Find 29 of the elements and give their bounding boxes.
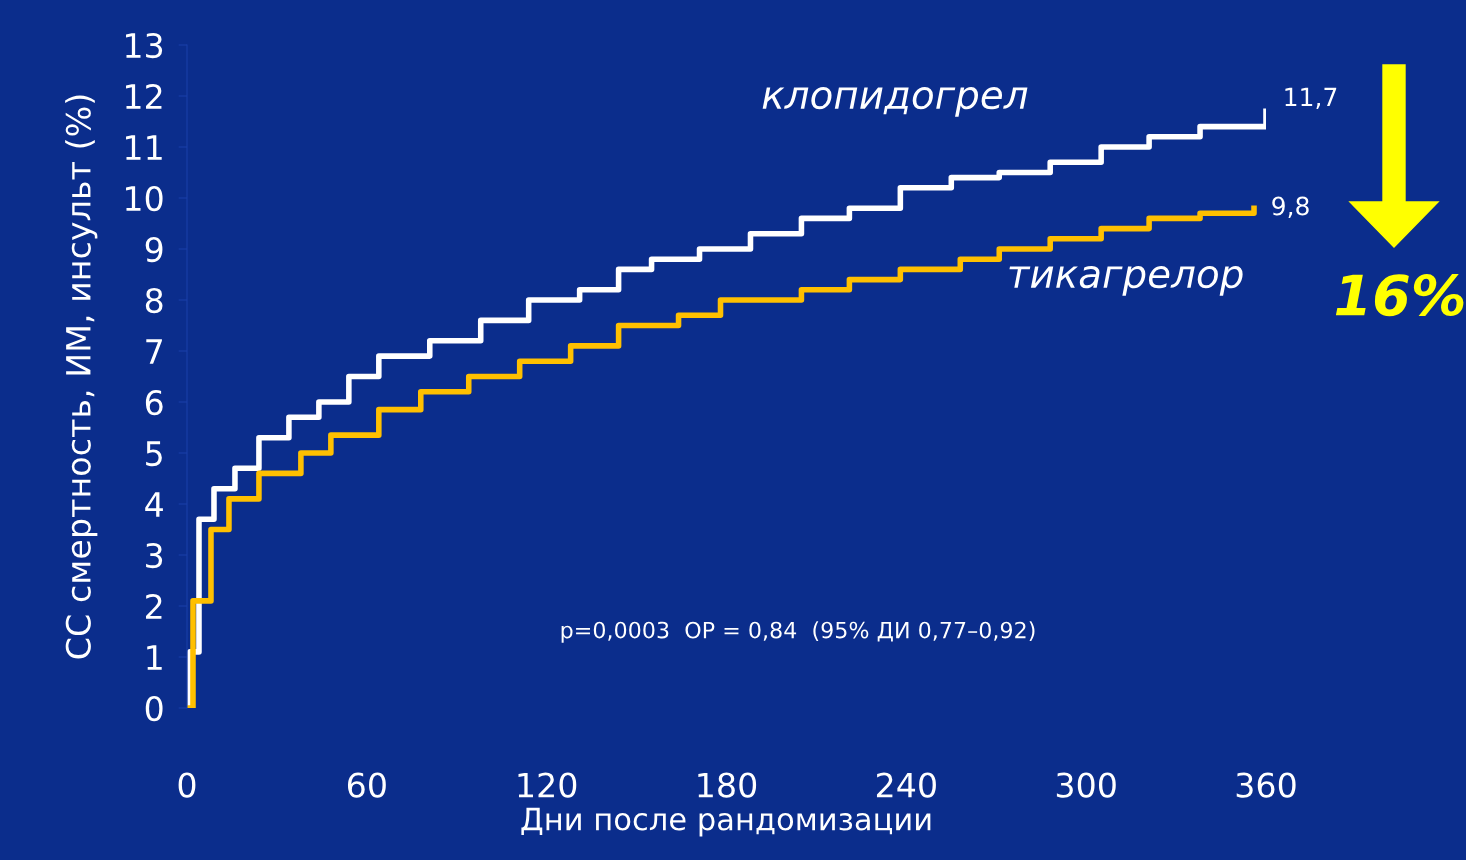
- series-label: клопидогрел: [762, 86, 1028, 117]
- x-axis-title: Дни после рандомизации: [521, 807, 931, 837]
- y-tick-label: 0: [145, 695, 163, 722]
- x-tick-label: 180: [698, 772, 757, 798]
- y-tick-label: 2: [146, 593, 162, 619]
- y-tick-label: 11: [126, 135, 162, 160]
- y-tick-label: 4: [145, 492, 163, 517]
- x-tick-label: 300: [1056, 772, 1116, 798]
- y-tick-label: 5: [146, 441, 162, 467]
- y-tick-label: 1: [147, 645, 162, 670]
- y-tick-label: 9: [145, 236, 163, 263]
- y-tick-label: 7: [146, 339, 162, 364]
- series-label: тикагрелор: [1009, 266, 1243, 296]
- annotation: p=0,0003 ОР = 0,84 (95% ДИ 0,77–0,92): [561, 621, 1035, 643]
- y-tick-label: 12: [126, 83, 162, 109]
- y-tick-label: 6: [145, 389, 163, 416]
- x-tick-label: 120: [518, 772, 577, 798]
- y-tick-label: 10: [126, 185, 163, 212]
- x-tick-label: 240: [876, 772, 936, 798]
- annotation: 9,8: [1272, 196, 1309, 218]
- y-axis-title: СС смертность, ИМ, инсульт (%): [65, 95, 98, 659]
- text: 16%: [1335, 274, 1464, 317]
- x-tick-label: 0: [178, 772, 196, 798]
- annotation: 11,7: [1285, 87, 1337, 110]
- y-tick-label: 8: [145, 287, 163, 314]
- x-tick-label: 360: [1236, 772, 1296, 798]
- x-tick-label: 60: [347, 772, 386, 798]
- y-tick-label: 3: [146, 542, 163, 569]
- y-tick-label: 13: [126, 32, 163, 59]
